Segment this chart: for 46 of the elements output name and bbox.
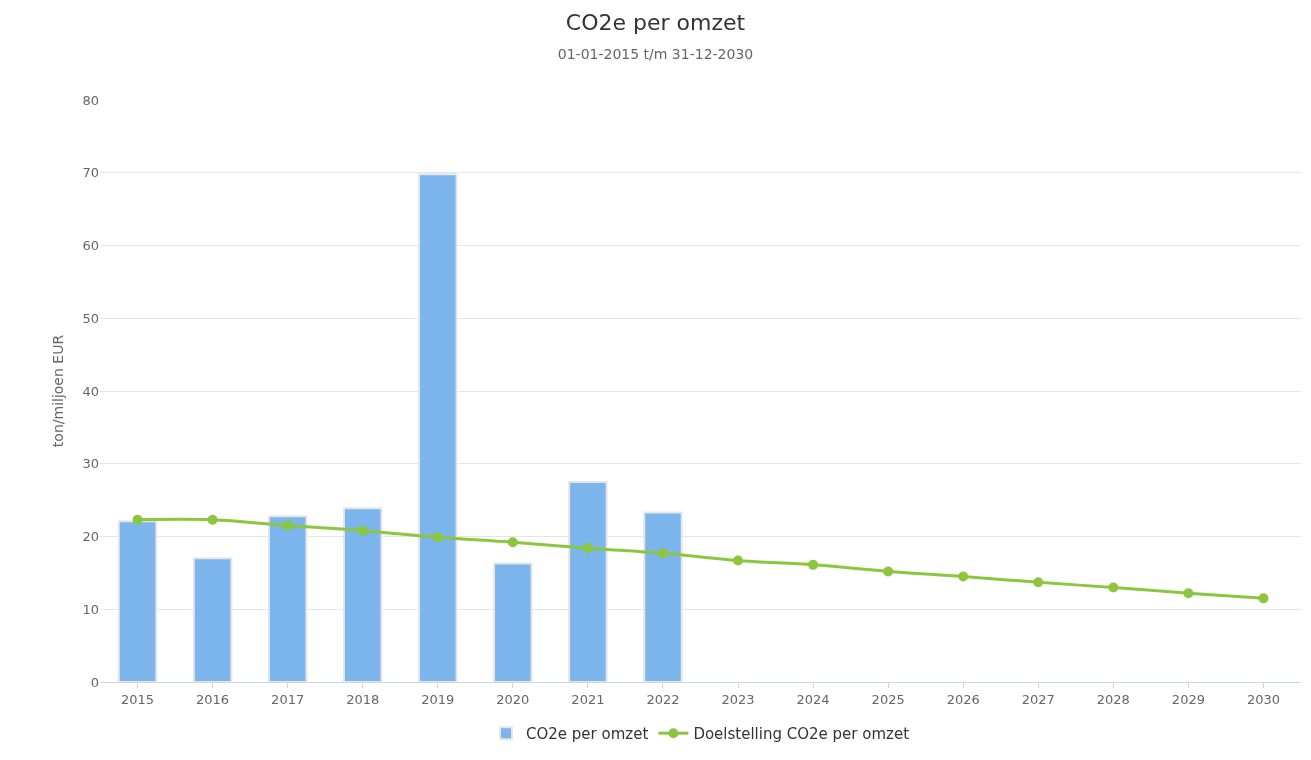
point — [883, 566, 894, 577]
legend-label: Doelstelling CO2e per omzet — [693, 725, 910, 744]
x-tick-label: 2023 — [721, 691, 755, 707]
y-tick-label: 40 — [82, 383, 99, 399]
y-axis-title: ton/miljoen EUR — [50, 334, 67, 448]
point — [1183, 588, 1194, 599]
chart-title: CO2e per omzet — [565, 10, 746, 36]
x-tick-label: 2024 — [796, 691, 830, 707]
x-tick-label: 2016 — [196, 691, 230, 707]
x-tick-label: 2017 — [271, 691, 305, 707]
point — [733, 555, 744, 566]
x-tick-label: 2025 — [871, 691, 905, 707]
x-tick-label: 2028 — [1096, 691, 1130, 707]
x-tick-label: 2015 — [120, 691, 155, 707]
x-tick-label: 2018 — [346, 691, 380, 707]
point — [958, 571, 969, 582]
x-tick-label: 2027 — [1021, 691, 1055, 707]
point — [582, 543, 593, 554]
y-tick-label: 30 — [82, 456, 99, 472]
point — [1033, 577, 1044, 588]
point — [357, 525, 368, 536]
point — [1258, 593, 1269, 604]
y-tick-label: 10 — [82, 601, 99, 617]
x-tick-label: 2020 — [496, 691, 530, 707]
point — [132, 514, 143, 525]
y-tick-label: 60 — [82, 238, 99, 254]
y-tick-label: 50 — [82, 310, 99, 326]
chart-subtitle: 01-01-2015 t/m 31-12-2030 — [557, 46, 754, 62]
y-tick-label: 80 — [82, 92, 99, 108]
point — [1108, 582, 1119, 593]
y-tick-label: 20 — [82, 529, 99, 545]
point — [507, 537, 518, 548]
x-tick-label: 2029 — [1171, 691, 1205, 707]
point — [808, 559, 819, 570]
point — [432, 532, 443, 543]
y-tick-label: 0 — [90, 674, 99, 690]
legend-label: CO2e per omzet — [526, 725, 649, 744]
x-tick-label: 2026 — [946, 691, 980, 707]
x-tick-label: 2021 — [571, 691, 605, 707]
point — [207, 514, 218, 525]
x-tick-label: 2022 — [646, 691, 680, 707]
point — [657, 548, 668, 559]
point — [282, 520, 293, 531]
y-tick-label: 70 — [82, 165, 99, 181]
x-tick-label: 2030 — [1246, 691, 1281, 707]
x-tick-label: 2019 — [421, 691, 455, 707]
